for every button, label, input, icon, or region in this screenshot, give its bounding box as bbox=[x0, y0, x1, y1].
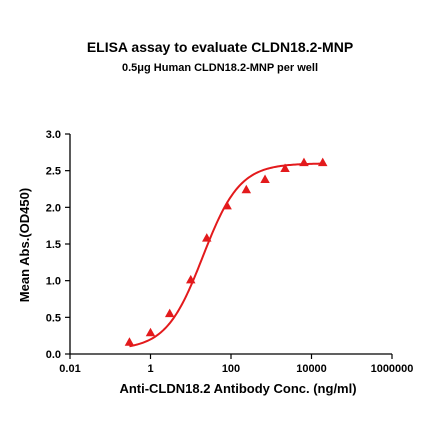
chart-title: ELISA assay to evaluate CLDN18.2-MNP bbox=[87, 39, 353, 55]
axes bbox=[69, 134, 392, 355]
y-tick-label: 0.5 bbox=[46, 312, 61, 324]
chart-subtitle: 0.5μg Human CLDN18.2-MNP per well bbox=[122, 62, 318, 74]
y-axis-ticks: 0.0 0.5 1.0 1.5 2.0 2.5 3.0 bbox=[46, 129, 70, 361]
data-point-triangle bbox=[280, 163, 290, 172]
data-point-triangle bbox=[145, 327, 156, 337]
data-point-triangle bbox=[164, 308, 175, 318]
y-tick-label: 2.0 bbox=[46, 202, 61, 214]
y-tick-label: 2.5 bbox=[46, 166, 61, 178]
x-tick-label: 100 bbox=[222, 363, 240, 375]
data-point-triangle bbox=[317, 157, 328, 167]
y-tick-label: 1.0 bbox=[46, 276, 61, 288]
x-tick-label: 10000 bbox=[296, 363, 327, 375]
x-tick-label: 0.01 bbox=[59, 363, 80, 375]
data-point-triangle bbox=[260, 174, 270, 183]
fit-curve bbox=[129, 162, 323, 348]
y-axis-label: Mean Abs.(OD450) bbox=[17, 188, 32, 302]
data-point-triangle bbox=[202, 233, 212, 242]
y-tick-label: 3.0 bbox=[46, 129, 61, 141]
y-tick-label: 1.5 bbox=[46, 239, 61, 251]
data-point-triangle bbox=[299, 157, 309, 167]
x-tick-label: 1000000 bbox=[371, 363, 414, 375]
x-axis-label: Anti-CLDN18.2 Antibody Conc. (ng/ml) bbox=[119, 381, 356, 396]
data-point-triangle bbox=[241, 184, 252, 194]
data-point-triangle bbox=[186, 274, 196, 284]
data-points-layer bbox=[124, 157, 328, 346]
x-tick-label: 1 bbox=[147, 363, 153, 375]
data-point-triangle bbox=[124, 337, 135, 346]
fit-curve-layer bbox=[129, 162, 323, 348]
x-axis-ticks: 0.01 1 100 10000 1000000 bbox=[59, 354, 413, 375]
y-tick-label: 0.0 bbox=[46, 349, 61, 361]
data-point-triangle bbox=[222, 200, 232, 210]
